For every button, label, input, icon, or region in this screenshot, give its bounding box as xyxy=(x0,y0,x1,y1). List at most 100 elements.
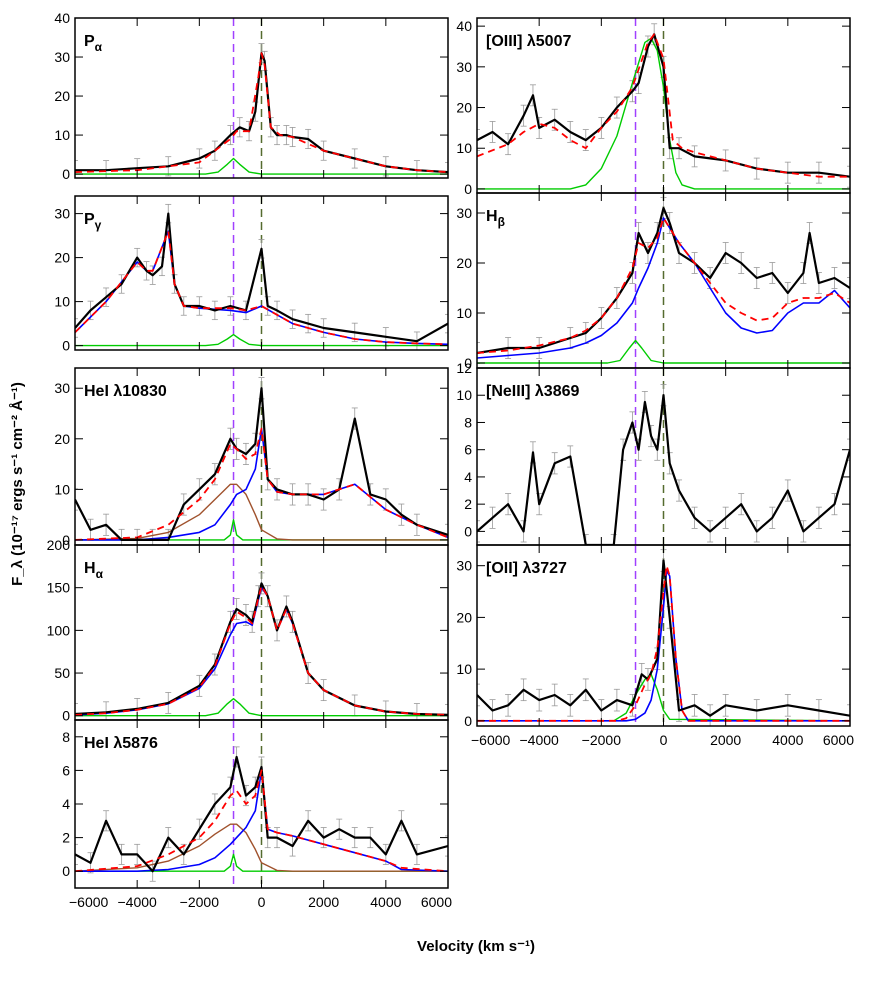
plot-area xyxy=(477,193,850,368)
x-tick-label: 6000 xyxy=(823,732,854,748)
y-tick-label: 4 xyxy=(464,469,472,485)
y-tick-label: 0 xyxy=(62,338,70,354)
panel-oiii5007: 0 10 20 30 40 [OIII] λ5007 xyxy=(456,17,851,197)
panel-label: HeI λ10830 xyxy=(84,383,167,400)
y-tick-label: 0 xyxy=(62,166,70,182)
y-tick-label: 10 xyxy=(54,294,70,310)
x-tick-label: −6000 xyxy=(471,732,511,748)
x-tick-label: 2000 xyxy=(308,894,339,910)
y-tick-label: 20 xyxy=(54,431,70,447)
panel-label: Pγ xyxy=(84,211,102,232)
plot-area xyxy=(477,18,850,193)
y-tick-label: 4 xyxy=(62,796,70,812)
panel-label: HeI λ5876 xyxy=(84,735,158,752)
series-data xyxy=(477,394,850,545)
y-tick-label: 12 xyxy=(456,360,472,376)
panel-label: [NeIII] λ3869 xyxy=(486,383,579,400)
y-tick-label: 20 xyxy=(54,88,70,104)
series-total-model xyxy=(75,427,448,541)
series-data xyxy=(75,212,448,343)
series-data xyxy=(477,206,850,355)
plot-area xyxy=(75,720,448,888)
y-tick-label: 200 xyxy=(47,537,71,553)
x-tick-label: 0 xyxy=(660,732,668,748)
panel-pg: 0 10 20 30 Pγ xyxy=(54,195,449,354)
y-tick-label: 10 xyxy=(456,140,472,156)
y-tick-label: 0 xyxy=(464,713,472,729)
x-tick-label: 4000 xyxy=(772,732,803,748)
y-tick-label: 10 xyxy=(54,127,70,143)
y-tick-label: 30 xyxy=(54,206,70,222)
plot-area xyxy=(75,196,448,350)
y-tick-label: 0 xyxy=(464,523,472,539)
x-tick-label: 4000 xyxy=(370,894,401,910)
plot-area xyxy=(477,545,850,726)
series-total-model xyxy=(477,564,850,722)
panel-label: [OIII] λ5007 xyxy=(486,33,571,50)
y-tick-label: 30 xyxy=(456,205,472,221)
series-total-model xyxy=(477,217,850,354)
y-axis-title: F_λ (10⁻¹⁷ ergs s⁻¹ cm⁻² Å⁻¹) xyxy=(9,382,26,586)
plot-area xyxy=(75,545,448,720)
y-tick-label: 0 xyxy=(464,355,472,371)
series-total-model xyxy=(75,52,448,173)
panel-neiii3869: 0 2 4 6 8 10 12 [NeIII] λ3869 xyxy=(456,360,851,546)
y-tick-label: 10 xyxy=(456,387,472,403)
y-tick-label: 30 xyxy=(456,59,472,75)
series-narrow-component xyxy=(477,339,850,364)
x-tick-label: −2000 xyxy=(180,894,220,910)
plot-area xyxy=(75,368,448,545)
y-tick-label: 150 xyxy=(47,580,71,596)
series-data xyxy=(75,755,448,873)
panel-pa: 0 10 20 30 40 Pα xyxy=(54,10,449,182)
y-tick-label: 30 xyxy=(456,558,472,574)
y-tick-label: 0 xyxy=(62,532,70,548)
series-total-model xyxy=(75,585,448,716)
y-tick-label: 10 xyxy=(456,661,472,677)
y-tick-label: 40 xyxy=(456,18,472,34)
series-data xyxy=(477,559,850,717)
series-narrow-component xyxy=(75,519,448,541)
series-narrow-component xyxy=(75,853,448,872)
y-tick-label: 100 xyxy=(47,622,71,638)
panel-he10830: 0 10 20 30 HeI λ10830 xyxy=(54,367,449,548)
x-tick-label: 0 xyxy=(258,894,266,910)
x-tick-label: 6000 xyxy=(421,894,452,910)
x-tick-label: 2000 xyxy=(710,732,741,748)
panel-label: [OII] λ3727 xyxy=(486,560,567,577)
y-tick-label: 10 xyxy=(54,481,70,497)
y-tick-label: 10 xyxy=(456,305,472,321)
plot-area xyxy=(75,18,448,178)
panel-label: Hα xyxy=(84,560,104,581)
series-total-model xyxy=(75,769,448,873)
y-tick-label: 6 xyxy=(62,762,70,778)
series-broad-model xyxy=(477,217,850,359)
y-tick-label: 30 xyxy=(54,49,70,65)
y-tick-label: 0 xyxy=(464,181,472,197)
y-tick-label: 2 xyxy=(464,496,472,512)
y-tick-label: 20 xyxy=(456,100,472,116)
x-tick-label: −4000 xyxy=(520,732,560,748)
panel-label: Pα xyxy=(84,33,103,54)
series-narrow-component xyxy=(75,333,448,347)
series-blueshifted-component xyxy=(75,823,448,872)
series-blueshifted-component xyxy=(75,483,448,541)
series-data xyxy=(477,33,850,178)
y-tick-label: 20 xyxy=(456,255,472,271)
panel-label: Hβ xyxy=(486,208,505,229)
y-tick-label: 20 xyxy=(456,609,472,625)
series-total-model xyxy=(477,33,850,178)
y-tick-label: 6 xyxy=(464,442,472,458)
series-narrow-component xyxy=(75,698,448,717)
x-axis-title: Velocity (km s⁻¹) xyxy=(417,938,535,955)
series-broad-model xyxy=(75,427,448,541)
plot-area xyxy=(477,368,850,545)
x-tick-label: −6000 xyxy=(69,894,109,910)
y-tick-label: 0 xyxy=(62,863,70,879)
series-narrow-component xyxy=(75,157,448,175)
y-tick-label: 50 xyxy=(54,665,70,681)
panel-oii3727: 0 10 20 30 −6000 −4000 −2000 0 2000 4000 6000 [OII]… xyxy=(456,544,854,748)
y-tick-label: 8 xyxy=(464,414,472,430)
